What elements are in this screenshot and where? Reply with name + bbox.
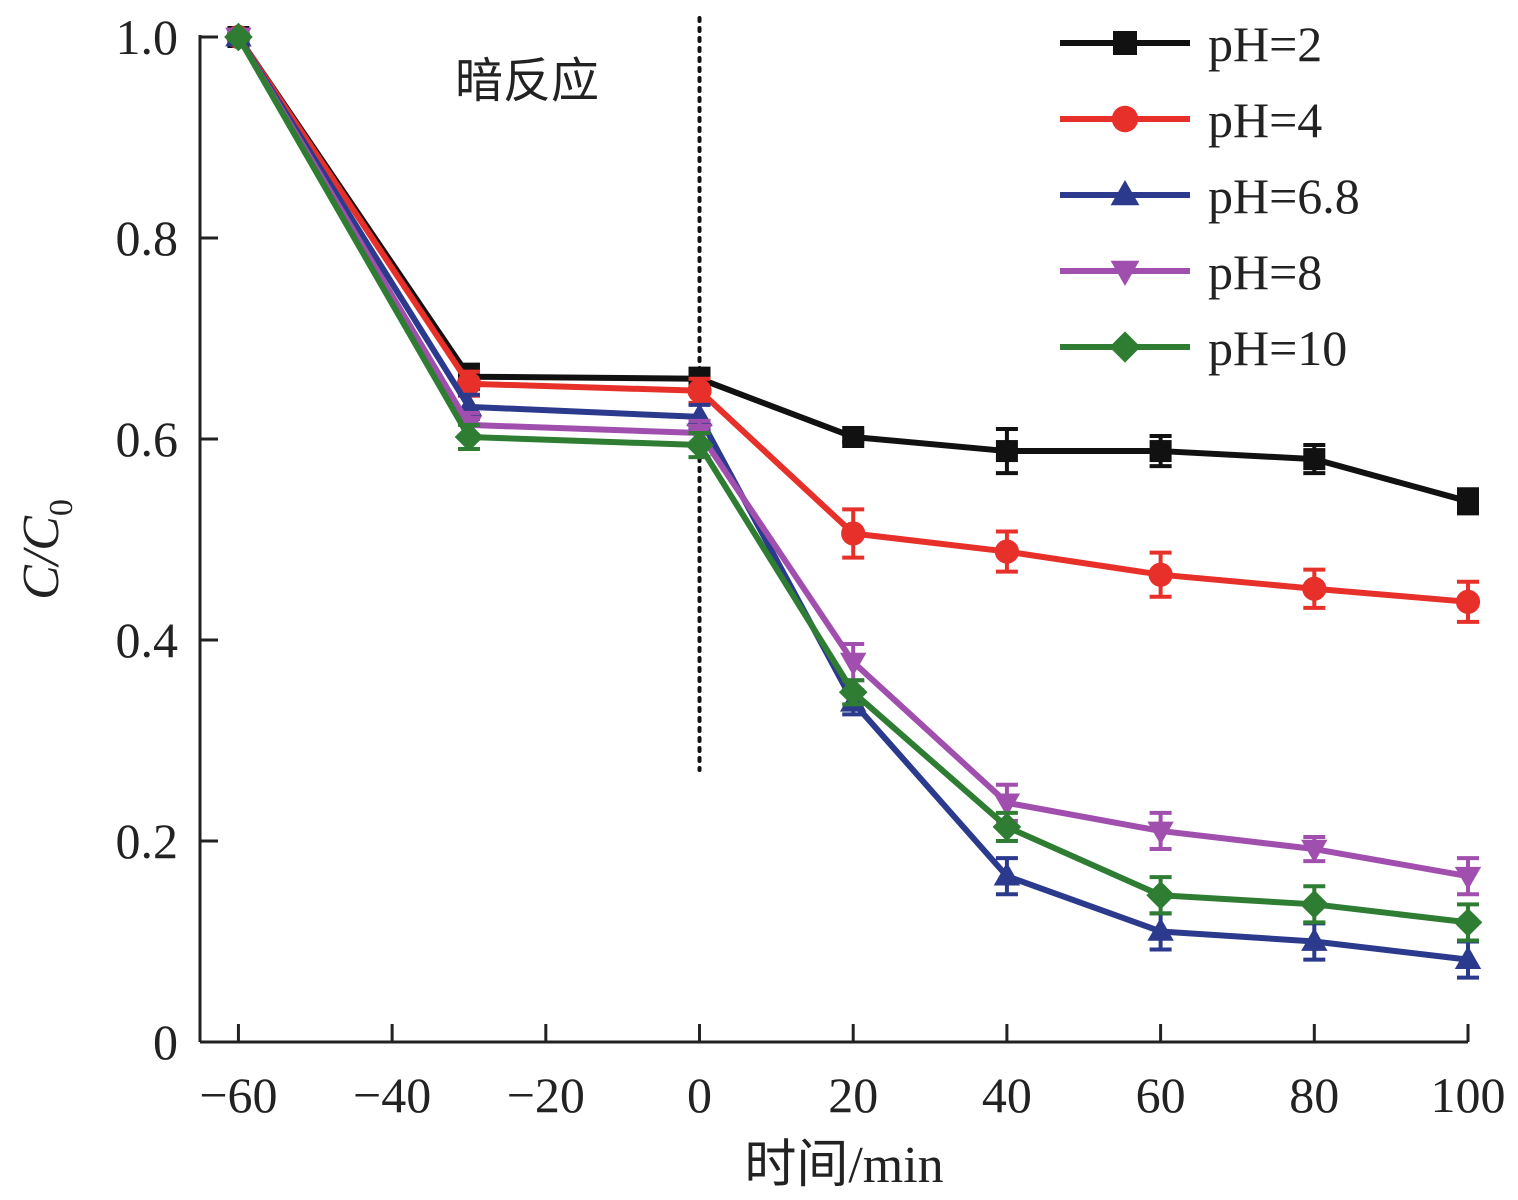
legend-marker <box>1110 260 1140 286</box>
data-point <box>842 425 865 448</box>
series-line <box>235 35 1469 963</box>
legend: pH=2 pH=4 pH=6.8 pH=8 pH=10 <box>1060 16 1360 376</box>
data-point <box>1301 839 1328 863</box>
legend-label: pH=4 <box>1208 92 1322 148</box>
data-point <box>1147 917 1174 941</box>
legend-item-1: pH=4 <box>1060 92 1322 148</box>
data-point <box>1454 866 1482 890</box>
data-point <box>1453 908 1483 937</box>
y-tick-label: 0.4 <box>116 612 179 668</box>
x-tick-label: −20 <box>507 1067 585 1123</box>
x-tick-label: 20 <box>828 1067 878 1123</box>
x-tick-label: 100 <box>1431 1067 1506 1123</box>
data-point <box>1147 821 1174 845</box>
legend-item-0: pH=2 <box>1060 16 1322 72</box>
series-line <box>235 35 1469 926</box>
x-tick-label: 80 <box>1289 1067 1339 1123</box>
y-axis-title-main: C/C <box>13 515 70 600</box>
data-point <box>685 430 714 460</box>
x-tick-label: 60 <box>1136 1067 1186 1123</box>
data-point <box>995 440 1018 463</box>
data-point <box>993 793 1021 817</box>
data-point <box>1301 927 1328 951</box>
data-point <box>456 371 482 396</box>
plot-area: 暗反应 <box>224 16 1483 980</box>
data-point <box>1454 945 1482 969</box>
legend-item-2: pH=6.8 <box>1060 168 1360 224</box>
x-tick-label: −60 <box>199 1067 277 1123</box>
series-4 <box>224 22 1483 943</box>
data-point <box>994 539 1020 564</box>
axes: −60 −40 −20 0 20 40 60 80 100 0 0.2 0.4 0.6 0.8 1.0 时间/… <box>13 9 1506 1194</box>
legend-label: pH=8 <box>1208 244 1322 300</box>
y-tick-label: 0.2 <box>116 813 179 869</box>
legend-marker <box>1110 180 1140 206</box>
y-tick-label: 0.6 <box>116 411 179 467</box>
x-tick-label: 0 <box>687 1067 712 1123</box>
legend-marker <box>1109 331 1141 363</box>
x-tick-label: 40 <box>982 1067 1032 1123</box>
series-2 <box>225 23 1482 980</box>
series-line <box>235 35 1469 605</box>
dark-reaction-label: 暗反应 <box>455 53 599 109</box>
data-point <box>1457 490 1479 513</box>
data-point <box>1148 562 1173 587</box>
legend-label: pH=6.8 <box>1208 168 1360 224</box>
data-point <box>687 378 712 403</box>
data-point <box>1300 890 1329 919</box>
y-tick-label: 0 <box>153 1014 178 1070</box>
y-axis-title: C/C0 <box>13 499 80 600</box>
data-point <box>840 652 867 676</box>
y-tick-label: 0.8 <box>116 210 179 266</box>
data-point <box>992 812 1022 842</box>
data-point <box>454 422 484 452</box>
x-tick-label: −40 <box>353 1067 431 1123</box>
legend-label: pH=2 <box>1208 16 1322 72</box>
legend-marker <box>1111 105 1139 133</box>
data-point <box>841 521 866 546</box>
series-line <box>235 35 1469 505</box>
data-point <box>1302 576 1327 601</box>
legend-item-4: pH=10 <box>1060 320 1347 376</box>
x-axis-title: 时间/min <box>744 1137 943 1194</box>
series-line <box>235 35 1469 880</box>
legend-item-3: pH=8 <box>1060 244 1322 300</box>
data-point <box>1303 448 1326 471</box>
data-point <box>224 22 253 52</box>
y-axis-title-subscript: 0 <box>43 499 80 516</box>
data-point <box>1149 440 1172 463</box>
data-point <box>993 862 1021 886</box>
legend-marker <box>1113 31 1137 55</box>
y-tick-label: 1.0 <box>116 9 179 65</box>
data-point <box>838 677 868 707</box>
data-point <box>1455 589 1481 614</box>
legend-label: pH=10 <box>1208 320 1347 376</box>
data-point <box>1146 880 1175 910</box>
